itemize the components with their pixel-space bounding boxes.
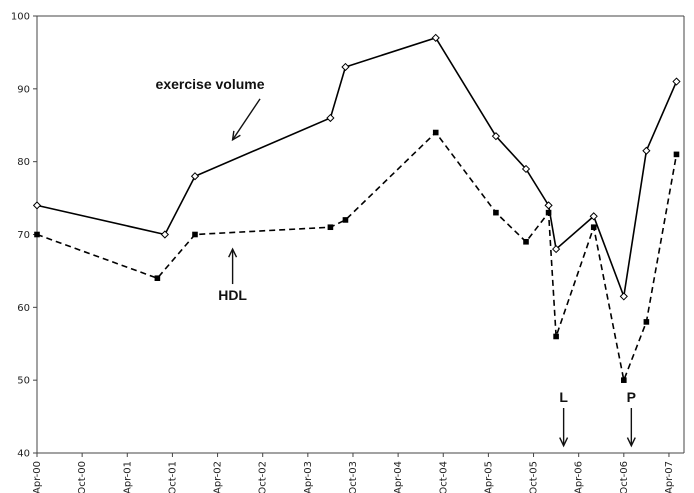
x-tick-label: Oct-04	[438, 461, 449, 493]
hdl-point	[643, 319, 650, 325]
x-tick-label: Apr-05	[483, 461, 494, 493]
exercise-volume-line	[36, 36, 678, 300]
exercise-volume-point	[589, 212, 598, 221]
hdl-point	[432, 129, 439, 136]
y-tick-label: 100	[11, 12, 30, 23]
annotation-arrowhead-exercise-volume	[231, 130, 241, 142]
y-tick-label: 70	[17, 230, 30, 241]
annotation-arrowhead-l	[559, 437, 569, 448]
y-ticks: 40 50 60 70 80 90 100	[11, 12, 37, 460]
exercise-volume-point	[642, 146, 651, 155]
hdl-point	[34, 231, 40, 238]
exercise-volume-point	[491, 132, 501, 141]
exercise-volume-point	[672, 77, 681, 86]
hdl-line	[36, 131, 678, 384]
hdl-point	[493, 209, 499, 216]
hdl-point	[327, 224, 334, 231]
hdl-point	[154, 275, 161, 281]
x-tick-label: Apr-02	[213, 461, 224, 493]
exercise-volume-point	[326, 113, 335, 123]
y-tick-label: 40	[17, 449, 30, 460]
x-tick-label: Oct-00	[77, 461, 88, 493]
exercise-volume-point	[32, 201, 42, 210]
hdl-point	[673, 151, 680, 158]
exercise-volume-point	[544, 201, 553, 210]
exercise-volume-point	[160, 230, 170, 239]
exercise-volume-point	[521, 164, 531, 174]
hdl-point	[590, 224, 597, 231]
exercise-volume-point	[341, 62, 350, 72]
annotation-p: P	[627, 389, 636, 405]
y-tick-label: 60	[17, 303, 30, 314]
x-tick-label: Oct-05	[529, 461, 540, 493]
hdl-point	[523, 238, 529, 245]
x-tick-label: Apr-03	[303, 461, 314, 493]
x-tick-label: Oct-02	[258, 461, 269, 493]
plot-area	[36, 15, 685, 454]
series-layer	[32, 33, 681, 384]
annotation-l: L	[559, 389, 568, 405]
hdl-point	[342, 217, 349, 223]
annotation-arrow-exercise-volume	[232, 98, 261, 141]
annotation-exercise-volume: exercise volume	[156, 76, 265, 92]
hdl-point	[545, 209, 552, 216]
x-tick-label: Apr-07	[664, 461, 675, 493]
x-tick-label: Apr-04	[393, 461, 404, 493]
x-tick-label: Oct-01	[167, 461, 178, 493]
annotation-hdl: HDL	[218, 287, 247, 303]
x-tick-label: Apr-06	[574, 461, 585, 493]
annotation-arrowhead-p	[626, 437, 636, 448]
x-tick-label: Oct-06	[619, 461, 630, 493]
exercise-volume-point	[431, 33, 440, 42]
hdl-point	[621, 377, 627, 383]
y-tick-label: 90	[17, 84, 30, 95]
x-ticks: Apr-00 Oct-00 Apr-01 Oct-01 Apr-02 Oct-02 Apr-…	[32, 453, 675, 493]
exercise-volume-point	[619, 292, 628, 301]
y-tick-label: 80	[17, 157, 30, 168]
x-tick-label: Apr-00	[32, 461, 43, 493]
exercise-volume-point	[551, 244, 561, 254]
annotation-layer: exercise volume HDL L P	[156, 76, 636, 448]
y-tick-label: 50	[17, 376, 30, 387]
hdl-point	[192, 231, 198, 238]
hdl-point	[553, 333, 559, 340]
exercise-volume-point	[190, 172, 200, 181]
x-tick-label: Oct-03	[348, 461, 359, 493]
annotation-arrowhead-hdl	[228, 247, 238, 258]
x-tick-label: Apr-01	[122, 461, 133, 493]
